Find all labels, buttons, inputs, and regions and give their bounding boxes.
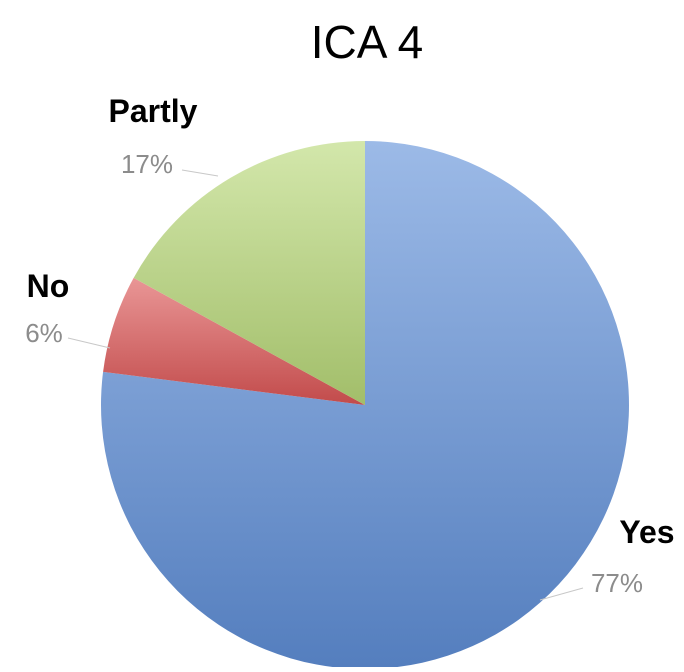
labels-layer: Yes 77% No 6% Partly 17% <box>25 93 675 601</box>
category-label-yes: Yes <box>619 514 674 550</box>
leader-line-no <box>67 337 111 349</box>
category-label-no: No <box>27 268 70 304</box>
value-label-yes: 77% <box>591 568 643 598</box>
leader-line-yes <box>539 587 584 601</box>
leader-line-partly <box>181 169 219 177</box>
chart-title: ICA 4 <box>311 16 424 68</box>
slices-layer <box>100 141 629 669</box>
value-label-no: 6% <box>25 318 63 348</box>
pie-slice-yes <box>100 141 629 669</box>
category-label-partly: Partly <box>109 93 198 129</box>
value-label-partly: 17% <box>121 149 173 179</box>
pie-slice-partly <box>133 141 365 405</box>
pie-slice-no <box>103 277 365 405</box>
